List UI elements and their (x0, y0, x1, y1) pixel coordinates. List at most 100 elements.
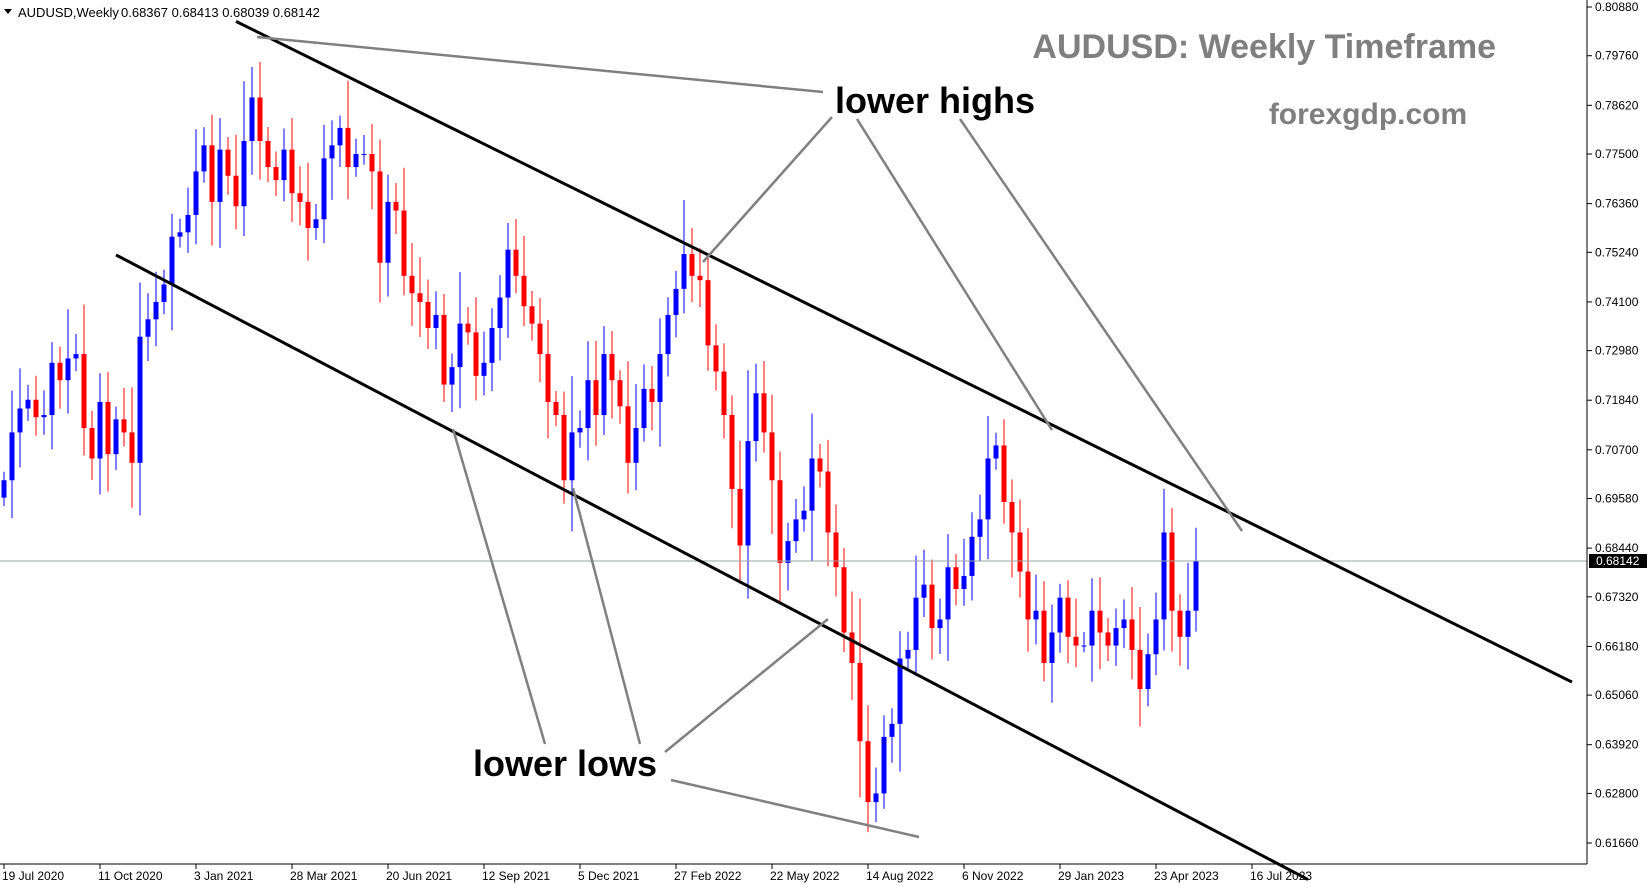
bear-candle (561, 391, 567, 504)
bull-candle (193, 129, 199, 245)
y-tick-label: 0.67320 (1595, 590, 1639, 604)
candle-body (465, 323, 471, 333)
bear-candle (617, 370, 623, 424)
bear-candle (705, 253, 711, 371)
candle-body (185, 214, 191, 233)
bear-candle (1041, 581, 1047, 682)
candle-body (153, 301, 159, 320)
bull-candle (945, 534, 951, 661)
candle-body (497, 297, 503, 329)
bull-candle (361, 134, 367, 165)
bull-candle (9, 390, 15, 519)
bull-candle (937, 598, 943, 655)
candle-body (265, 140, 271, 168)
x-tick-label: 28 Mar 2021 (290, 869, 358, 883)
candle-body (369, 154, 375, 172)
bear-candle (1009, 479, 1015, 578)
y-tick-label: 0.70700 (1595, 443, 1639, 457)
bull-candle (921, 549, 927, 618)
candle-body (569, 432, 575, 481)
bull-candle (1145, 633, 1151, 707)
bull-candle (745, 370, 751, 599)
candle-body (1081, 645, 1087, 647)
symbol-dropdown-icon[interactable] (4, 9, 12, 14)
candle-body (161, 284, 167, 302)
candle-body (505, 249, 511, 298)
candle-body (713, 345, 719, 372)
bull-candle (489, 308, 495, 392)
bull-candle (993, 432, 999, 470)
candle-body (1185, 610, 1191, 637)
candle-body (889, 723, 895, 737)
bear-candle (857, 598, 863, 798)
candle-body (985, 458, 991, 520)
candle-body (1017, 532, 1023, 572)
candle-body (1041, 610, 1047, 663)
candle-body (817, 458, 823, 472)
candle-body (513, 249, 519, 276)
bull-candle (1113, 608, 1119, 666)
x-tick-label: 11 Oct 2020 (98, 869, 163, 883)
candle-body (121, 419, 127, 433)
bull-candle (385, 174, 391, 297)
y-tick-label: 0.61660 (1595, 836, 1639, 850)
bear-candle (1017, 499, 1023, 598)
candle-body (433, 314, 439, 329)
bear-candle (545, 320, 551, 439)
bear-candle (1177, 594, 1183, 666)
candle-body (689, 254, 695, 276)
bear-candle (929, 559, 935, 660)
candle-body (129, 432, 135, 463)
candle-body (873, 793, 879, 803)
x-tick-label: 20 Jun 2021 (386, 869, 452, 883)
bear-candle (721, 343, 727, 439)
candle-body (617, 380, 623, 407)
bear-candle (689, 227, 695, 303)
bull-candle (665, 297, 671, 377)
pointer-line-high (702, 116, 833, 263)
candle-body (1049, 632, 1055, 663)
candle-body (841, 567, 847, 633)
bull-candle (497, 275, 503, 361)
channel-lower-line (115, 253, 1309, 881)
candle-body (1121, 619, 1127, 629)
y-tick-label: 0.76360 (1595, 197, 1639, 211)
candle-body (297, 193, 303, 202)
bull-candle (177, 218, 183, 248)
candle-body (457, 323, 463, 368)
y-tick-label: 0.68440 (1595, 541, 1639, 555)
candle-body (945, 567, 951, 620)
candle-body (89, 428, 95, 459)
candle-body (249, 97, 255, 141)
bear-candle (289, 118, 295, 222)
candle-body (1073, 636, 1079, 646)
bull-candle (17, 368, 23, 468)
bull-candle (873, 767, 879, 823)
bull-candle (1049, 604, 1055, 703)
pointer-line-low (451, 428, 547, 745)
current-price-tag (1589, 554, 1647, 568)
x-tick-label: 12 Sep 2021 (482, 869, 550, 883)
bear-candle (81, 304, 87, 456)
bear-candle (1105, 618, 1111, 662)
candle-body (953, 567, 959, 589)
bull-candle (673, 271, 679, 338)
bear-candle (1169, 507, 1175, 652)
candle-body (417, 293, 423, 302)
candle-body (1065, 597, 1071, 637)
candle-body (537, 323, 543, 355)
candle-body (25, 399, 31, 409)
x-tick-label: 23 Apr 2023 (1154, 869, 1219, 883)
bear-candle (377, 139, 383, 303)
bull-candle (641, 364, 647, 442)
candle-body (409, 275, 415, 294)
candle-body (745, 441, 751, 546)
bear-candle (441, 293, 447, 403)
bear-candle (1137, 607, 1143, 727)
bear-candle (273, 151, 279, 197)
bull-candle (25, 384, 31, 421)
candle-body (489, 328, 495, 363)
candle-body (849, 632, 855, 663)
candle-body (865, 741, 871, 803)
bear-candle (305, 162, 311, 261)
